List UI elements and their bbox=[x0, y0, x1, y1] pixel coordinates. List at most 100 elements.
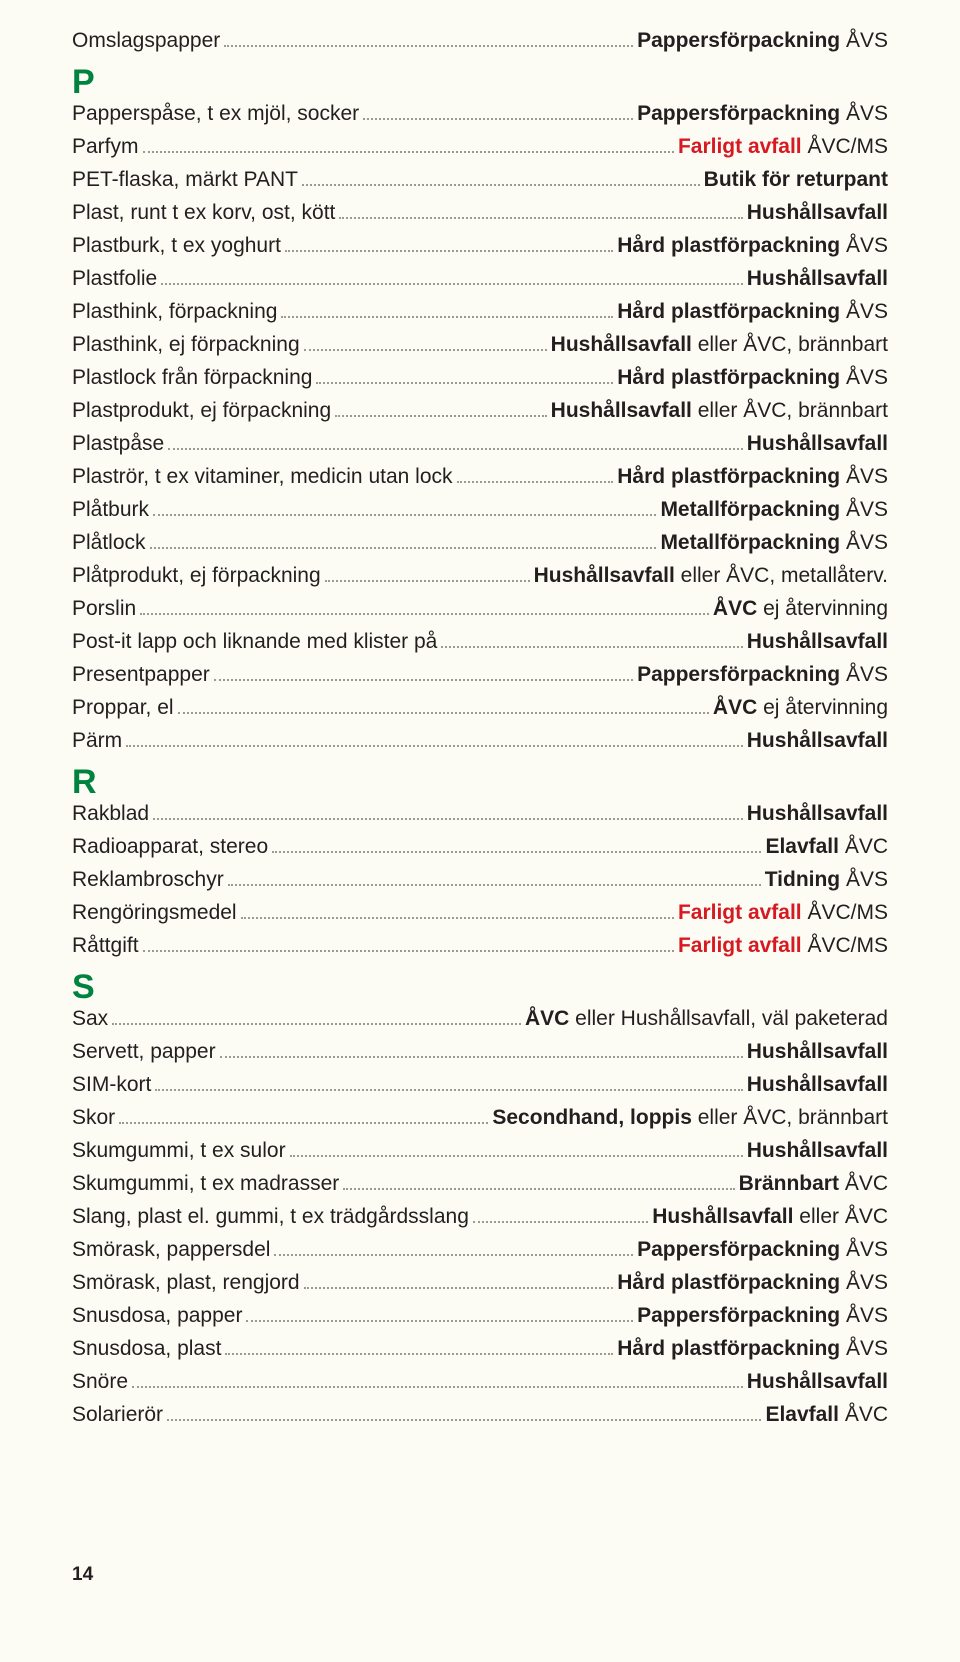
list-row: Papperspåse, t ex mjöl, sockerPappersför… bbox=[72, 103, 888, 124]
item-value: Tidning ÅVS bbox=[765, 869, 888, 890]
value-segment: ÅVC bbox=[839, 835, 888, 858]
value-segment: ÅVS bbox=[840, 29, 888, 52]
list-row: Slang, plast el. gummi, t ex trädgårdssl… bbox=[72, 1206, 888, 1227]
value-segment: ÅVS bbox=[840, 102, 888, 125]
value-segment: Farligt avfall bbox=[678, 901, 802, 924]
list-row: SaxÅVC eller Hushållsavfall, väl paketer… bbox=[72, 1008, 888, 1029]
value-segment: Farligt avfall bbox=[678, 135, 802, 158]
list-row: SnöreHushållsavfall bbox=[72, 1371, 888, 1392]
value-segment: ÅVS bbox=[840, 663, 888, 686]
value-segment: eller ÅVC, brännbart bbox=[692, 399, 888, 422]
list-row: Plasthink, ej förpackningHushållsavfall … bbox=[72, 334, 888, 355]
item-term: Pärm bbox=[72, 730, 122, 751]
item-value: Hushållsavfall eller ÅVC, brännbart bbox=[551, 334, 888, 355]
value-segment: eller Hushållsavfall, väl paketerad bbox=[569, 1007, 888, 1030]
list-row: ReklambroschyrTidning ÅVS bbox=[72, 869, 888, 890]
list-row: Plaströr, t ex vitaminer, medicin utan l… bbox=[72, 466, 888, 487]
value-segment: Pappersförpackning bbox=[637, 29, 840, 52]
item-term: Parfym bbox=[72, 136, 139, 157]
item-value: Hård plastförpackning ÅVS bbox=[617, 367, 888, 388]
sorting-guide-list: OmslagspapperPappersförpackning ÅVSPPapp… bbox=[72, 30, 888, 1425]
item-term: Snusdosa, plast bbox=[72, 1338, 221, 1359]
value-segment: ÅVS bbox=[840, 498, 888, 521]
dot-leader bbox=[339, 205, 742, 219]
list-row: PlastfolieHushållsavfall bbox=[72, 268, 888, 289]
item-value: Elavfall ÅVC bbox=[765, 1404, 888, 1425]
item-value: Metallförpackning ÅVS bbox=[660, 532, 888, 553]
dot-leader bbox=[316, 370, 613, 384]
dot-leader bbox=[161, 271, 743, 285]
item-value: Hushållsavfall bbox=[747, 1140, 888, 1161]
dot-leader bbox=[167, 1407, 761, 1421]
value-segment: Metallförpackning bbox=[660, 531, 840, 554]
item-value: Farligt avfall ÅVC/MS bbox=[678, 136, 888, 157]
dot-leader bbox=[155, 1077, 742, 1091]
list-row: Plåtprodukt, ej förpackningHushållsavfal… bbox=[72, 565, 888, 586]
value-segment: Hushållsavfall bbox=[652, 1205, 793, 1228]
item-value: ÅVC eller Hushållsavfall, väl paketerad bbox=[525, 1008, 888, 1029]
list-row: Post-it lapp och liknande med klister på… bbox=[72, 631, 888, 652]
dot-leader bbox=[304, 337, 547, 351]
dot-leader bbox=[119, 1110, 488, 1124]
value-segment: ÅVS bbox=[840, 366, 888, 389]
item-value: Hushållsavfall bbox=[747, 433, 888, 454]
value-segment: Hushållsavfall bbox=[747, 1139, 888, 1162]
value-segment: Hushållsavfall bbox=[534, 564, 675, 587]
item-value: Hushållsavfall bbox=[747, 631, 888, 652]
value-segment: ÅVS bbox=[840, 1271, 888, 1294]
dot-leader bbox=[285, 238, 613, 252]
item-term: Omslagspapper bbox=[72, 30, 220, 51]
item-value: Hushållsavfall bbox=[747, 1074, 888, 1095]
value-segment: Tidning bbox=[765, 868, 840, 891]
list-row: PET-flaska, märkt PANT Butik för returpan… bbox=[72, 169, 888, 190]
item-term: Råttgift bbox=[72, 935, 139, 956]
value-segment: Hård plastförpackning bbox=[617, 465, 840, 488]
list-row: PärmHushållsavfall bbox=[72, 730, 888, 751]
item-value: Secondhand, loppis eller ÅVC, brännbart bbox=[492, 1107, 888, 1128]
list-row: PorslinÅVC ej återvinning bbox=[72, 598, 888, 619]
value-segment: Hushållsavfall bbox=[747, 1040, 888, 1063]
value-segment: ÅVS bbox=[840, 1337, 888, 1360]
value-segment: ÅVC bbox=[839, 1403, 888, 1426]
item-term: Plasthink, förpackning bbox=[72, 301, 277, 322]
list-row: Servett, papperHushållsavfall bbox=[72, 1041, 888, 1062]
dot-leader bbox=[112, 1011, 521, 1025]
value-segment: Farligt avfall bbox=[678, 934, 802, 957]
list-row: RåttgiftFarligt avfall ÅVC/MS bbox=[72, 935, 888, 956]
dot-leader bbox=[224, 33, 633, 47]
value-segment: Hushållsavfall bbox=[551, 333, 692, 356]
value-segment: Secondhand, loppis bbox=[492, 1106, 692, 1129]
item-value: Pappersförpackning ÅVS bbox=[637, 1305, 888, 1326]
dot-leader bbox=[143, 139, 674, 153]
item-term: Plastlock från förpackning bbox=[72, 367, 312, 388]
value-segment: ÅVS bbox=[840, 300, 888, 323]
item-value: Elavfall ÅVC bbox=[765, 836, 888, 857]
dot-leader bbox=[241, 905, 674, 919]
item-term: Plåtburk bbox=[72, 499, 149, 520]
list-row: SIM-kortHushållsavfall bbox=[72, 1074, 888, 1095]
list-row: PlastpåseHushållsavfall bbox=[72, 433, 888, 454]
dot-leader bbox=[153, 806, 743, 820]
dot-leader bbox=[363, 106, 633, 120]
dot-leader bbox=[150, 535, 657, 549]
value-segment: Brännbart bbox=[739, 1172, 839, 1195]
dot-leader bbox=[304, 1275, 614, 1289]
value-segment: ÅVS bbox=[840, 868, 888, 891]
list-row: RakbladHushållsavfall bbox=[72, 803, 888, 824]
item-value: Hushållsavfall bbox=[747, 803, 888, 824]
value-segment: Hård plastförpackning bbox=[617, 1271, 840, 1294]
item-value: Pappersförpackning ÅVS bbox=[637, 103, 888, 124]
item-term: PET-flaska, märkt PANT bbox=[72, 169, 298, 190]
value-segment: eller ÅVC, brännbart bbox=[692, 333, 888, 356]
item-term: Smörask, pappersdel bbox=[72, 1239, 270, 1260]
value-segment: Pappersförpackning bbox=[637, 663, 840, 686]
item-value: Hushållsavfall bbox=[747, 1371, 888, 1392]
item-term: Radioapparat, stereo bbox=[72, 836, 268, 857]
item-term: Solarierör bbox=[72, 1404, 163, 1425]
value-segment: Hushållsavfall bbox=[747, 1073, 888, 1096]
item-term: Plastburk, t ex yoghurt bbox=[72, 235, 281, 256]
list-row: Proppar, elÅVC ej återvinning bbox=[72, 697, 888, 718]
list-row: Plastlock från förpackning Hård plastförp… bbox=[72, 367, 888, 388]
item-value: Butik för returpant bbox=[704, 169, 888, 190]
item-term: Plastfolie bbox=[72, 268, 157, 289]
